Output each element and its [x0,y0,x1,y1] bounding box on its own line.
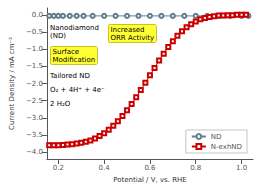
svg-text:−2.0: −2.0 [26,80,43,88]
svg-text:Current Density / mA cm⁻²: Current Density / mA cm⁻² [8,37,16,130]
svg-text:0.6: 0.6 [144,164,156,172]
svg-text:−0.5: −0.5 [26,28,43,36]
svg-text:Tailored ND: Tailored ND [49,72,90,80]
svg-text:Increased: Increased [111,26,145,34]
svg-text:Modification: Modification [53,56,96,64]
svg-text:−1.0: −1.0 [26,45,43,53]
svg-text:0.8: 0.8 [190,164,201,172]
svg-text:2 H₂O: 2 H₂O [50,100,71,108]
svg-text:Surface: Surface [53,48,80,56]
svg-text:O₂ + 4H⁺ + 4e⁻: O₂ + 4H⁺ + 4e⁻ [50,86,105,94]
svg-text:−1.5: −1.5 [26,62,43,70]
svg-text:0.2: 0.2 [53,164,64,172]
svg-text:−3.5: −3.5 [26,131,43,139]
svg-text:ND: ND [211,133,222,141]
svg-text:−4.0: −4.0 [26,148,43,156]
svg-text:−3.0: −3.0 [26,114,43,122]
svg-text:N-exhND: N-exhND [211,143,242,151]
svg-text:(ND): (ND) [50,32,66,40]
svg-text:1.0: 1.0 [236,164,247,172]
svg-text:−2.5: −2.5 [26,97,43,105]
svg-text:Potential / V, vs. RHE: Potential / V, vs. RHE [113,176,187,184]
svg-text:Nanodiamond: Nanodiamond [50,24,99,32]
svg-text:0.0: 0.0 [32,11,43,19]
svg-text:ORR Activity: ORR Activity [111,34,155,42]
svg-text:0.4: 0.4 [99,164,111,172]
